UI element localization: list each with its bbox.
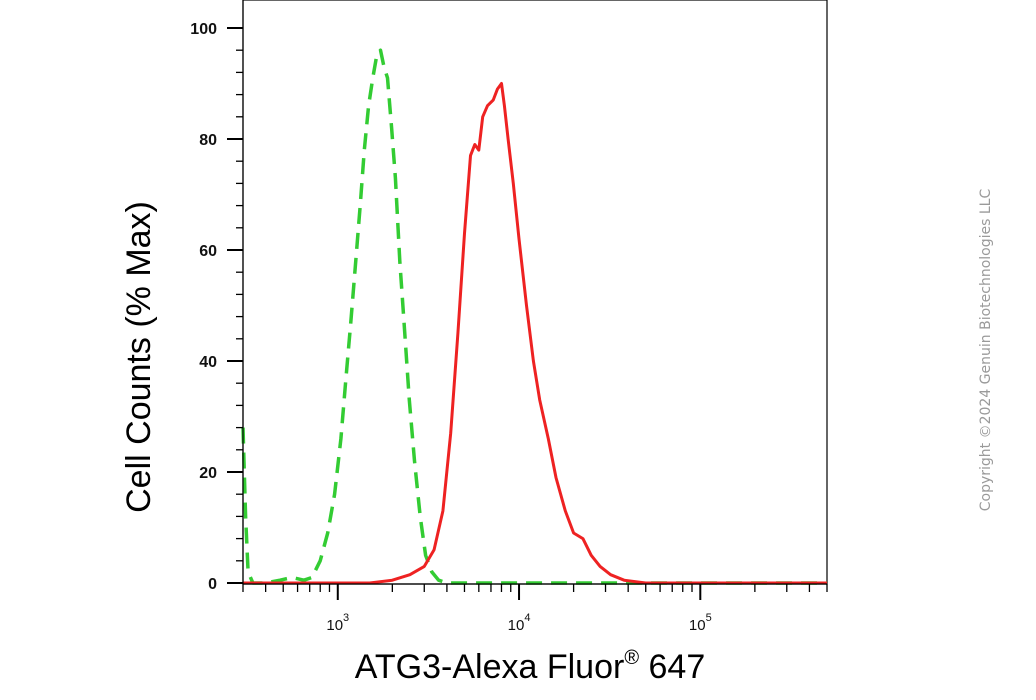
sample-histogram-curve — [243, 82, 827, 585]
x-axis-title-suffix: 647 — [639, 648, 705, 686]
y-tick-label: 80 — [199, 132, 217, 149]
y-axis-title: Cell Counts (% Max) — [120, 201, 158, 513]
x-axis-title: ATG3-Alexa Fluor® 647 — [355, 647, 706, 686]
y-tick-label: 20 — [199, 465, 217, 482]
y-axis: 0 20 40 60 80 100 — [190, 0, 244, 593]
y-tick-label: 60 — [199, 243, 217, 260]
control-histogram-curve — [241, 48, 827, 585]
x-axis-title-registered-mark: ® — [624, 647, 639, 669]
x-tick-label: 103 — [326, 612, 349, 634]
plot-frame — [242, 0, 828, 585]
x-tick-label: 105 — [689, 612, 712, 634]
y-tick-label: 100 — [190, 21, 217, 38]
x-tick-label: 104 — [508, 612, 531, 634]
y-tick-label: 40 — [199, 354, 217, 371]
x-axis: 103 104 105 — [242, 583, 828, 634]
histogram-curves — [241, 48, 827, 585]
copyright-text: Copyright ©2024 Genuin Biotechnologies L… — [978, 189, 994, 512]
y-tick-label: 0 — [208, 576, 217, 593]
x-axis-title-main: ATG3-Alexa Fluor — [355, 648, 625, 686]
